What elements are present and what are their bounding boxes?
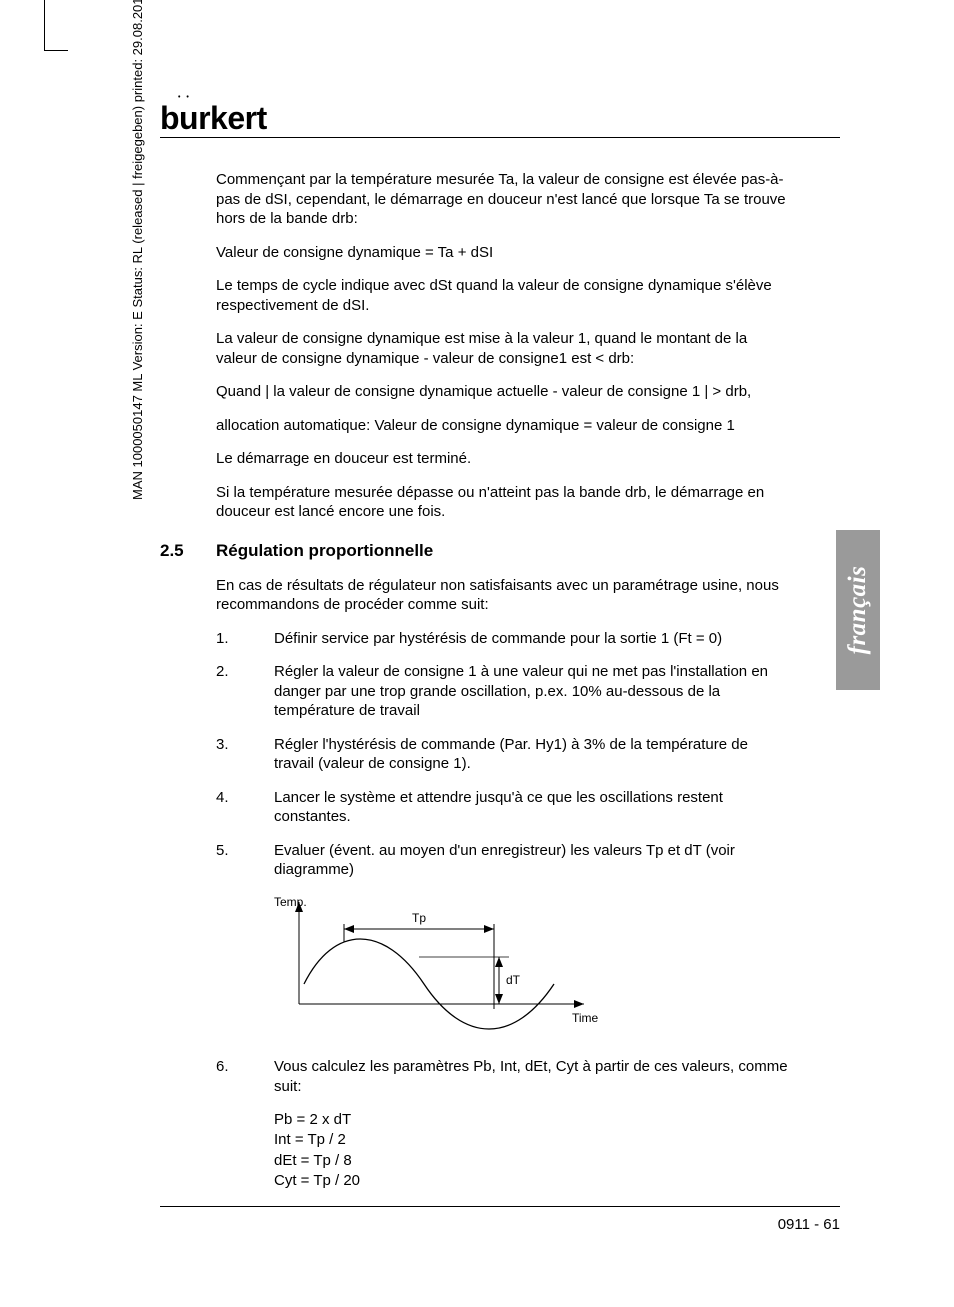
content: Commençant par la température mesurée Ta… (160, 170, 790, 1191)
vertical-metadata: MAN 1000050147 ML Version: E Status: RL … (130, 0, 145, 500)
list-text: Régler la valeur de consigne 1 à une val… (274, 662, 790, 721)
diagram-dt-label: dT (506, 973, 521, 987)
header-rule (160, 137, 840, 138)
crop-mark (44, 0, 68, 50)
list-text: Vous calculez les paramètres Pb, Int, dE… (274, 1057, 790, 1096)
language-tab-label: français (844, 566, 872, 655)
diagram-ylabel: Temp. (274, 895, 307, 909)
list-number: 3. (216, 735, 274, 774)
footer-page: 0911 - 61 (778, 1216, 840, 1233)
language-tab: français (836, 530, 880, 690)
paragraph: La valeur de consigne dynamique est mise… (160, 329, 790, 368)
list-item: 4. Lancer le système et attendre jusqu'à… (160, 788, 790, 827)
paragraph: Si la température mesurée dépasse ou n'a… (160, 483, 790, 522)
paragraph: Le temps de cycle indique avec dSt quand… (160, 276, 790, 315)
list-text: Régler l'hystérésis de commande (Par. Hy… (274, 735, 790, 774)
list-text: Evaluer (évent. au moyen d'un enregistre… (274, 841, 790, 880)
page: • • burkert MAN 1000050147 ML Version: E… (0, 0, 954, 1307)
section-heading: 2.5 Régulation proportionnelle (160, 540, 790, 562)
formula-line: Pb = 2 x dT (274, 1110, 790, 1130)
list-number: 6. (216, 1057, 274, 1096)
section-number: 2.5 (160, 540, 216, 562)
list-number: 4. (216, 788, 274, 827)
list-number: 5. (216, 841, 274, 880)
list-item: 3. Régler l'hystérésis de commande (Par.… (160, 735, 790, 774)
paragraph: En cas de résultats de régulateur non sa… (160, 576, 790, 615)
list-number: 2. (216, 662, 274, 721)
paragraph: Le démarrage en douceur est terminé. (160, 449, 790, 469)
list-text: Lancer le système et attendre jusqu'à ce… (274, 788, 790, 827)
section-title: Régulation proportionnelle (216, 540, 433, 562)
logo-text: burkert (160, 100, 267, 136)
paragraph: Quand | la valeur de consigne dynamique … (160, 382, 790, 402)
list-item: 5. Evaluer (évent. au moyen d'un enregis… (160, 841, 790, 880)
paragraph: Commençant par la température mesurée Ta… (160, 170, 790, 229)
list-number: 1. (216, 629, 274, 649)
list-text: Définir service par hystérésis de comman… (274, 629, 790, 649)
formula-line: Int = Tp / 2 (274, 1130, 790, 1150)
formula-line: Cyt = Tp / 20 (274, 1171, 790, 1191)
diagram-tp-label: Tp (412, 911, 426, 925)
formulas-block: Pb = 2 x dT Int = Tp / 2 dEt = Tp / 8 Cy… (160, 1110, 790, 1191)
list-item: 1. Définir service par hystérésis de com… (160, 629, 790, 649)
logo: • • burkert (160, 100, 267, 137)
list-item: 6. Vous calculez les paramètres Pb, Int,… (160, 1057, 790, 1096)
diagram-xlabel: Time (572, 1011, 599, 1025)
diagram: Temp. Tp dT Time (160, 894, 790, 1040)
formula-line: dEt = Tp / 8 (274, 1151, 790, 1171)
paragraph: allocation automatique: Valeur de consig… (160, 416, 790, 436)
diagram-svg: Temp. Tp dT Time (274, 894, 614, 1034)
paragraph: Valeur de consigne dynamique = Ta + dSI (160, 243, 790, 263)
footer-rule (160, 1206, 840, 1207)
list-item: 2. Régler la valeur de consigne 1 à une … (160, 662, 790, 721)
logo-dots: • • (178, 94, 191, 101)
